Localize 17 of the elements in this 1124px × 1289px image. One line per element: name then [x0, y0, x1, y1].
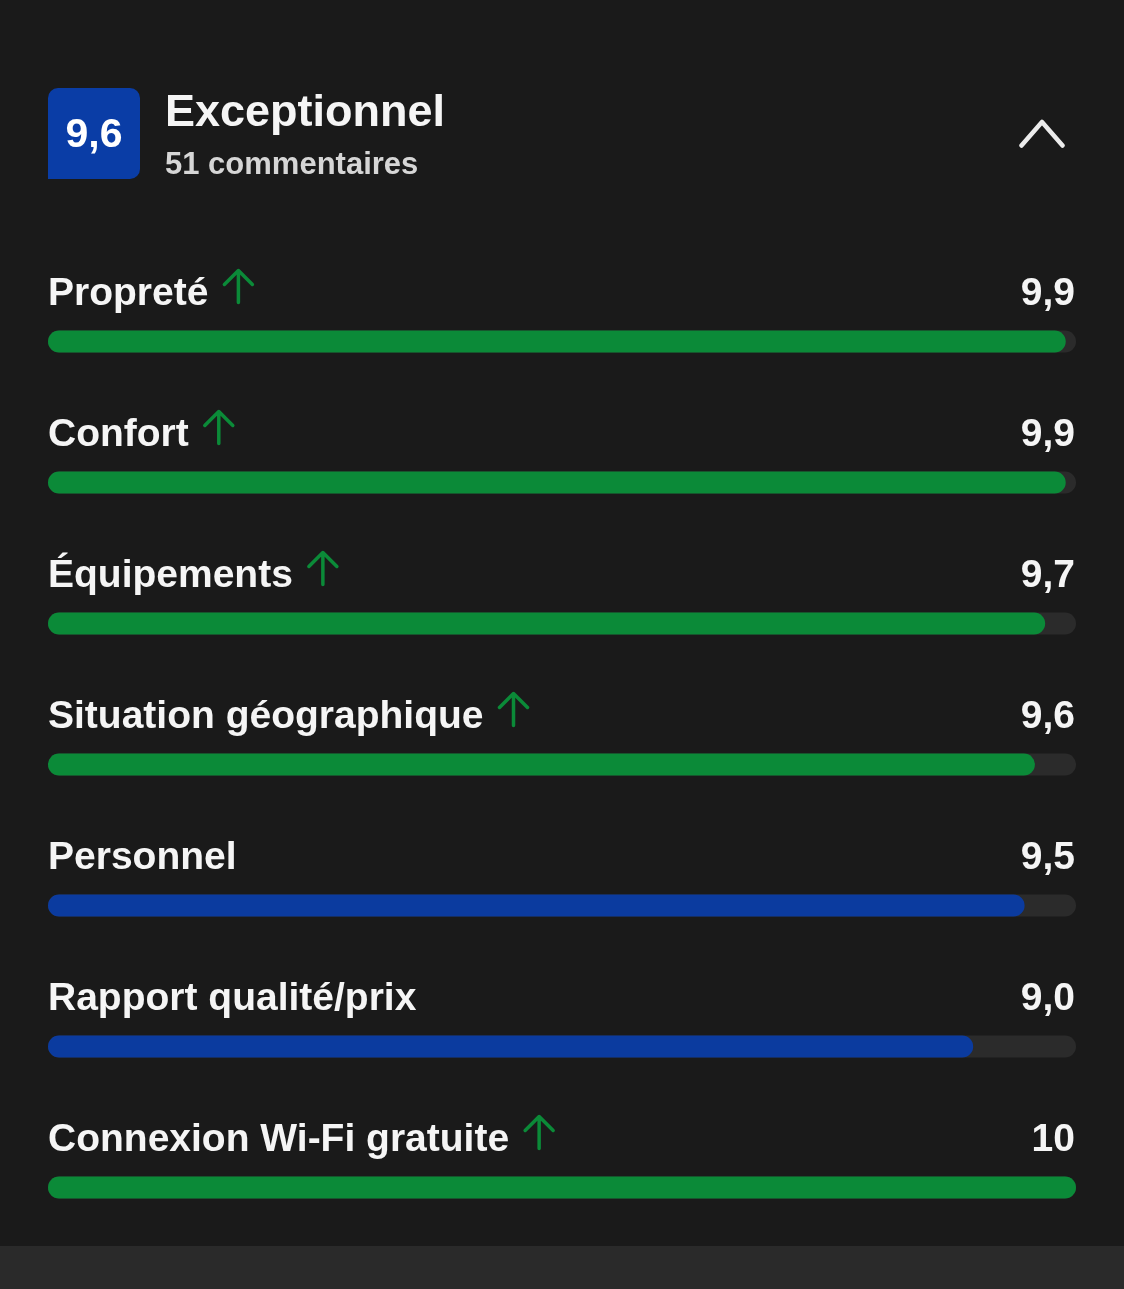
y-tick-label: Équipements [48, 551, 293, 595]
data-label: 9,6 [1020, 692, 1075, 736]
data-label: 9,0 [1020, 974, 1075, 1018]
data-label: 9,9 [1020, 269, 1075, 313]
y-tick-label: Rapport qualité/prix [48, 974, 417, 1018]
y-tick-label: Propreté [48, 269, 209, 313]
y-tick-label: Connexion Wi-Fi gratuite [48, 1115, 510, 1159]
data-label: 9,9 [1020, 410, 1075, 454]
score-badge: 9,6 [48, 88, 140, 179]
chart-title: Exceptionnel [165, 85, 446, 136]
chart-subtitle: 51 commentaires [165, 146, 419, 181]
data-label: 9,5 [1020, 833, 1075, 877]
y-tick-label: Personnel [48, 833, 237, 877]
data-label: 9,7 [1020, 551, 1075, 595]
data-label: 10 [1031, 1115, 1075, 1159]
y-tick-label: Confort [48, 410, 189, 454]
y-tick-label: Situation géographique [48, 692, 484, 736]
